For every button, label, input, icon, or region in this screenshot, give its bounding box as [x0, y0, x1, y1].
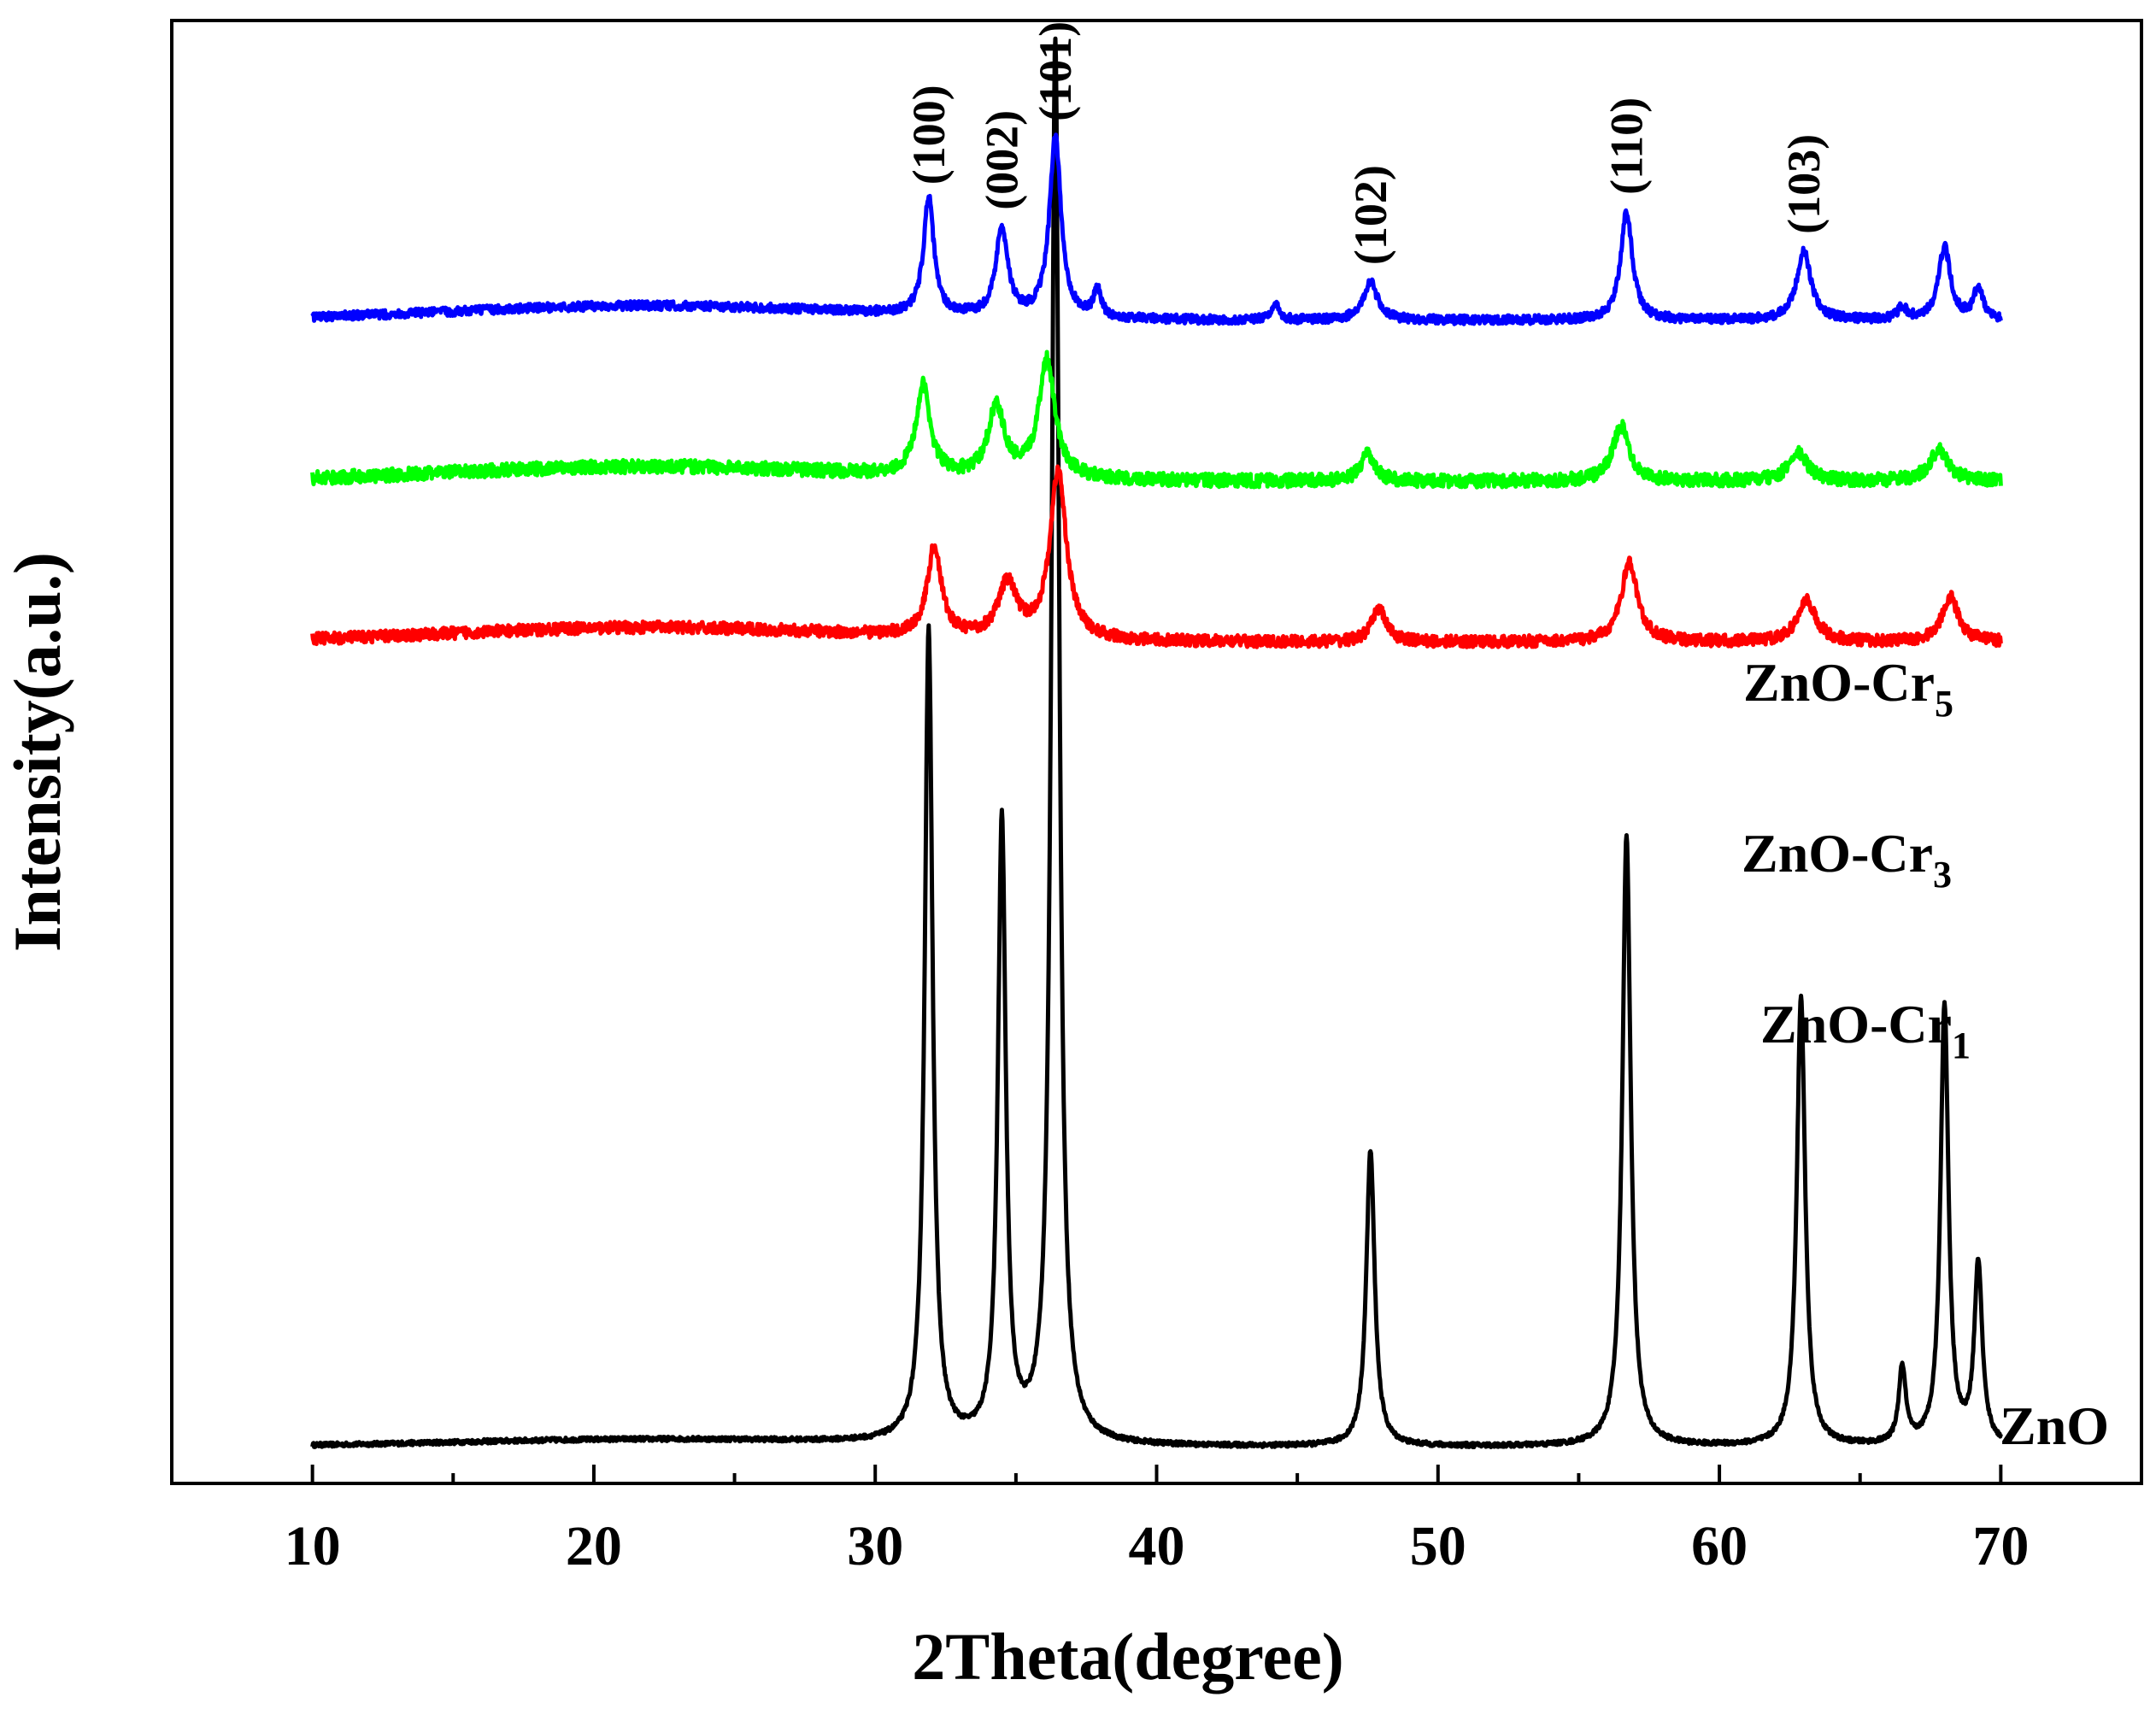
series-label-ZnO-Cr5: ZnO-Cr5: [1743, 652, 1953, 725]
series-label-ZnO-Cr1: ZnO-Cr1: [1760, 994, 1971, 1066]
x-axis-title: 2Theta(degree): [912, 1619, 1343, 1694]
peak-label-100: (100): [903, 85, 955, 185]
peak-label-103: (103): [1778, 134, 1830, 234]
series-label-ZnO: ZnO: [2000, 1395, 2109, 1456]
tick-layer: 10 20 30 40 50 60 70: [285, 1465, 2029, 1577]
x-tick-label-50: 50: [1410, 1515, 1466, 1577]
x-tick-label-20: 20: [566, 1515, 622, 1577]
series-layer: [310, 36, 2003, 1449]
x-tick-label-60: 60: [1691, 1515, 1748, 1577]
x-tick-label-70: 70: [1972, 1515, 2029, 1577]
y-axis-title: Intensity(a.u.): [0, 552, 74, 952]
x-tick-label-40: 40: [1129, 1515, 1185, 1577]
peak-label-002: (002): [976, 110, 1027, 210]
label-layer: ZnO ZnO-Cr1 ZnO-Cr3 ZnO-Cr5 (100) (002)(101) (…: [903, 21, 2109, 1456]
peak-label-102: (102): [1345, 165, 1396, 265]
series-line-ZnO: [310, 36, 2003, 1449]
x-tick-label-30: 30: [847, 1515, 903, 1577]
series-label-ZnO-Cr3: ZnO-Cr3: [1742, 823, 1952, 896]
x-tick-label-10: 10: [285, 1515, 341, 1577]
peak-label-110: (110): [1601, 97, 1652, 195]
series-line-ZnO-Cr1: [310, 464, 2003, 649]
series-line-ZnO-Cr3: [310, 349, 2003, 490]
peak-label-101: (101): [1030, 21, 1081, 121]
series-line-ZnO-Cr5: [310, 132, 2003, 326]
